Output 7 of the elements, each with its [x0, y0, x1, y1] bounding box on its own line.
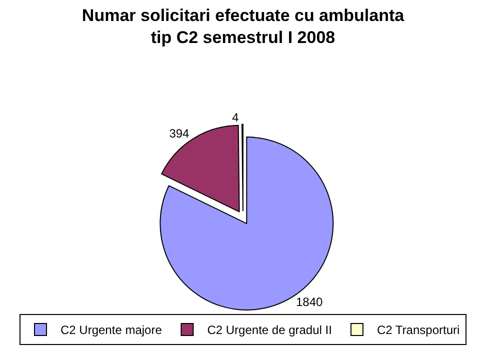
legend-label: C2 Urgente majore	[60, 323, 162, 338]
data-label: 394	[169, 126, 190, 141]
legend-label: C2 Urgente de gradul II	[207, 323, 332, 338]
data-label: 1840	[296, 294, 324, 309]
data-label: 4	[232, 110, 239, 124]
legend-label: C2 Transporturi	[376, 323, 460, 338]
chart-title: Numar solicitari efectuate cu ambulanta tip C2 semestrul I 2008	[82, 6, 405, 48]
